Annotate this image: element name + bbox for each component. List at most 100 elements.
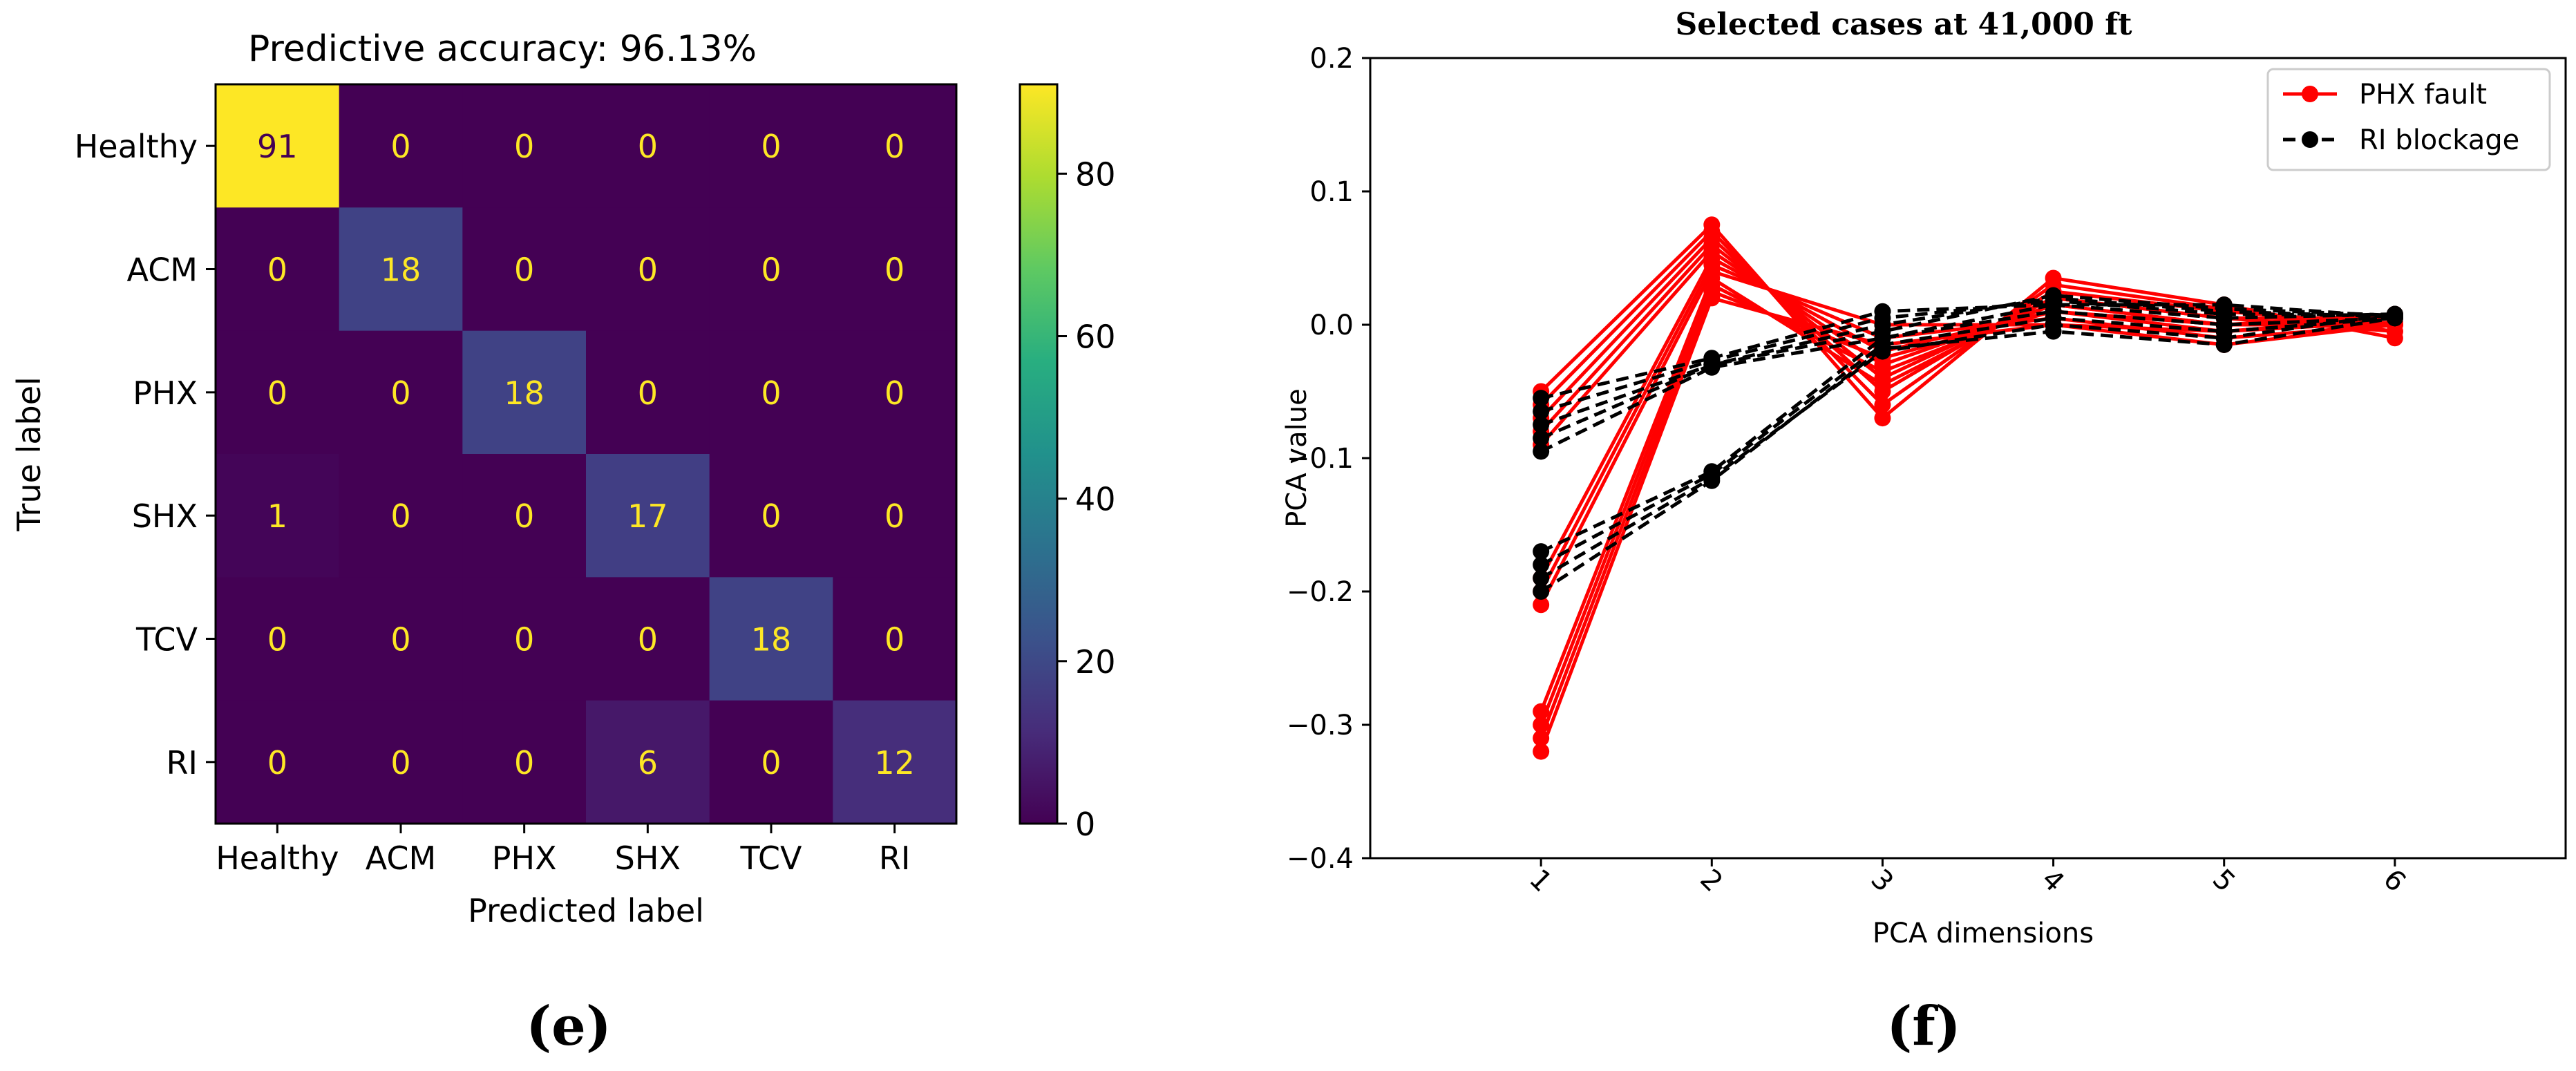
cm-cell xyxy=(216,577,340,701)
cm-cell-value: 0 xyxy=(514,621,534,658)
colorbar-tick-label: 60 xyxy=(1075,319,1116,356)
colorbar-tick-label: 0 xyxy=(1075,806,1095,843)
cm-cell xyxy=(586,700,710,824)
ri-blockage-point xyxy=(1533,403,1550,420)
ri-blockage-point xyxy=(1533,569,1550,587)
cm-cell xyxy=(339,577,463,701)
cm-cell xyxy=(216,454,340,578)
cm-y-tick-label: ACM xyxy=(127,252,198,289)
cm-cell xyxy=(339,84,463,208)
ri-blockage-point xyxy=(2215,336,2233,353)
phx-fault-line xyxy=(1540,222,2396,420)
cm-cells: 91 0 0 0 0 0 0 18 0 0 0 0 0 0 18 0 0 0 1 0 0 17 0 0 0 0 0 0 18 0 0 0 0 6 0… xyxy=(216,84,957,824)
cm-cell xyxy=(339,700,463,824)
cm-x-tick-label: TCV xyxy=(740,840,803,877)
ri-blockage-line xyxy=(1540,303,2395,400)
cm-x-tick-label: SHX xyxy=(615,840,681,877)
cm-cell-value: 0 xyxy=(390,621,410,658)
cm-title: Predictive accuracy: 96.13% xyxy=(248,28,757,70)
cm-cell xyxy=(339,330,463,455)
ri-blockage-point xyxy=(1533,430,1550,447)
cm-cell-value: 0 xyxy=(514,252,534,289)
cm-cell xyxy=(216,207,340,332)
pca-x-ticks: 1 2 3 4 5 6 xyxy=(1523,858,2412,898)
cm-cell-value: 18 xyxy=(381,252,422,289)
cm-cell xyxy=(216,700,340,824)
cm-cell xyxy=(709,330,833,455)
phx-fault-point xyxy=(1874,376,1891,393)
cm-cell xyxy=(709,577,833,701)
phx-fault-point xyxy=(1874,396,1891,413)
phx-fault-point xyxy=(1703,290,1721,307)
cm-cell xyxy=(462,700,587,824)
ri-blockage-point xyxy=(2386,310,2403,327)
colorbar-tick-label: 20 xyxy=(1075,643,1116,681)
cm-cell xyxy=(586,577,710,701)
cm-cell-value: 0 xyxy=(884,252,905,289)
cm-cell-value: 0 xyxy=(761,128,781,165)
ri-blockage-point xyxy=(1874,340,1891,357)
ri-blockage-point xyxy=(1533,543,1550,560)
cm-cell xyxy=(833,700,957,824)
cm-y-tick-label: PHX xyxy=(133,375,198,412)
cm-cell-value: 0 xyxy=(638,621,658,658)
pca-frame xyxy=(1369,57,2567,860)
phx-fault-line xyxy=(1539,256,2396,579)
pca-y-tick-label: 0.0 xyxy=(1309,310,1354,341)
colorbar-ticks: 0 20 40 60 80 xyxy=(1057,155,1116,843)
cm-cell-value: 0 xyxy=(761,252,781,289)
ri-blockage-line xyxy=(1540,312,2396,580)
phx-fault-point xyxy=(1533,596,1550,614)
pca-title: Selected cases at 41,000 ft xyxy=(1676,7,2133,42)
ri-blockage-line xyxy=(1540,310,2395,553)
cm-cell xyxy=(462,84,587,208)
cm-cell-value: 0 xyxy=(884,497,905,535)
ri-blockage-point xyxy=(2045,323,2062,340)
colorbar xyxy=(1019,83,1059,825)
pca-y-tick-label: −0.1 xyxy=(1287,443,1354,475)
cm-ylabel: True label xyxy=(10,377,48,532)
cm-cell-value: 0 xyxy=(267,621,287,658)
cm-y-tick-label: Healthy xyxy=(75,128,198,165)
cm-cell-value: 0 xyxy=(514,128,534,165)
cm-cell xyxy=(833,84,957,208)
phx-fault-line xyxy=(1539,263,2396,593)
cm-cell-value: 0 xyxy=(267,744,287,781)
ri-blockage-point xyxy=(1533,390,1550,407)
ri-blockage-point xyxy=(1533,443,1550,460)
cm-cell xyxy=(833,454,957,578)
cm-y-ticks: Healthy ACM PHX SHX TCV RI xyxy=(75,128,216,781)
ri-blockage-line xyxy=(1540,316,2396,567)
panel-label-e: (e) xyxy=(526,995,611,1058)
cm-cell-value: 0 xyxy=(761,744,781,781)
phx-fault-point xyxy=(1874,410,1891,427)
pca-ylabel: PCA value xyxy=(1281,388,1313,527)
pca-x-tick-label: 3 xyxy=(1864,863,1900,898)
pca-x-tick-label: 4 xyxy=(2036,863,2071,898)
cm-cell xyxy=(709,84,833,208)
ri-blockage-line xyxy=(1540,294,2395,440)
cm-cell xyxy=(709,700,833,824)
confusion-matrix-panel: Predictive accuracy: 96.13% 91 0 0 0 0 00 18 0 0… xyxy=(10,28,1116,929)
cm-cell-value: 18 xyxy=(504,375,544,412)
legend-ri-marker xyxy=(2302,131,2318,148)
pca-x-tick-label: 2 xyxy=(1694,863,1729,898)
pca-y-tick-label: −0.2 xyxy=(1287,576,1354,608)
ri-blockage-point xyxy=(1703,472,1721,489)
cm-cell xyxy=(833,330,957,455)
pca-y-tick-label: 0.2 xyxy=(1309,43,1354,75)
ri-blockage-point xyxy=(1703,359,1721,376)
cm-cell xyxy=(339,454,463,578)
phx-fault-point xyxy=(1533,743,1550,760)
cm-cell-value: 6 xyxy=(638,744,658,781)
pca-y-tick-label: −0.4 xyxy=(1287,843,1354,875)
legend-box xyxy=(2266,68,2551,171)
pca-x-tick-label: 5 xyxy=(2206,863,2242,898)
legend-ri-label: RI blockage xyxy=(2359,124,2519,156)
cm-cell-value: 0 xyxy=(390,744,410,781)
legend-phx-label: PHX fault xyxy=(2359,79,2487,111)
ri-blockage-point xyxy=(1533,583,1550,600)
colorbar-tick-label: 80 xyxy=(1075,155,1116,193)
cm-cell-value: 0 xyxy=(390,497,410,535)
